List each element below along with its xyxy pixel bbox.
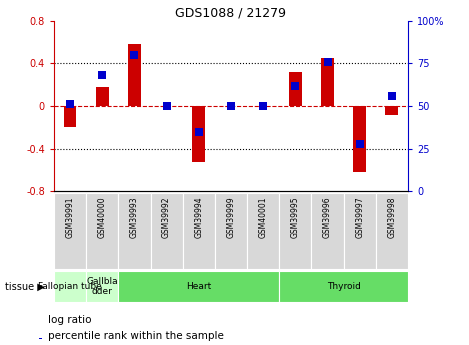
Point [131,52,138,58]
Text: GSM39999: GSM39999 [227,196,235,238]
Bar [289,72,302,106]
Bar [128,44,141,106]
Bar [344,193,376,269]
Text: GSM39991: GSM39991 [66,196,75,238]
Bar [118,193,151,269]
Bar [215,193,247,269]
Bar [54,193,86,269]
Bar [38,338,42,339]
Text: Heart: Heart [186,282,212,291]
Text: GSM39996: GSM39996 [323,196,332,238]
Text: GSM39997: GSM39997 [355,196,364,238]
Text: Thyroid: Thyroid [327,282,361,291]
Bar [376,193,408,269]
Point [324,59,331,65]
Bar [183,193,215,269]
Bar [86,193,118,269]
Text: GSM39994: GSM39994 [194,196,203,238]
Point [195,129,203,135]
Bar [86,271,118,302]
Bar [118,271,279,302]
Bar [192,106,205,161]
Point [163,104,170,109]
Point [66,102,74,107]
Text: GSM40000: GSM40000 [98,196,107,238]
Text: tissue ▶: tissue ▶ [5,282,45,291]
Point [227,104,234,109]
Bar [279,271,408,302]
Text: GSM39995: GSM39995 [291,196,300,238]
Text: GSM39993: GSM39993 [130,196,139,238]
Text: GSM39992: GSM39992 [162,196,171,238]
Bar [321,58,334,106]
Bar [96,87,109,106]
Bar [386,106,398,115]
Bar [247,193,279,269]
Text: percentile rank within the sample: percentile rank within the sample [48,331,224,341]
Point [388,93,396,99]
Bar [64,106,76,127]
Point [259,104,267,109]
Text: log ratio: log ratio [48,315,91,325]
Point [356,141,363,146]
Bar [54,271,86,302]
Point [98,72,106,78]
Point [292,83,299,88]
Text: Gallbla
dder: Gallbla dder [86,277,118,296]
Bar [151,193,183,269]
Bar [311,193,344,269]
Bar [279,193,311,269]
Bar [353,106,366,172]
Text: GSM40001: GSM40001 [259,196,268,238]
Text: GSM39998: GSM39998 [387,196,396,238]
Text: Fallopian tube: Fallopian tube [38,282,102,291]
Title: GDS1088 / 21279: GDS1088 / 21279 [175,7,287,20]
